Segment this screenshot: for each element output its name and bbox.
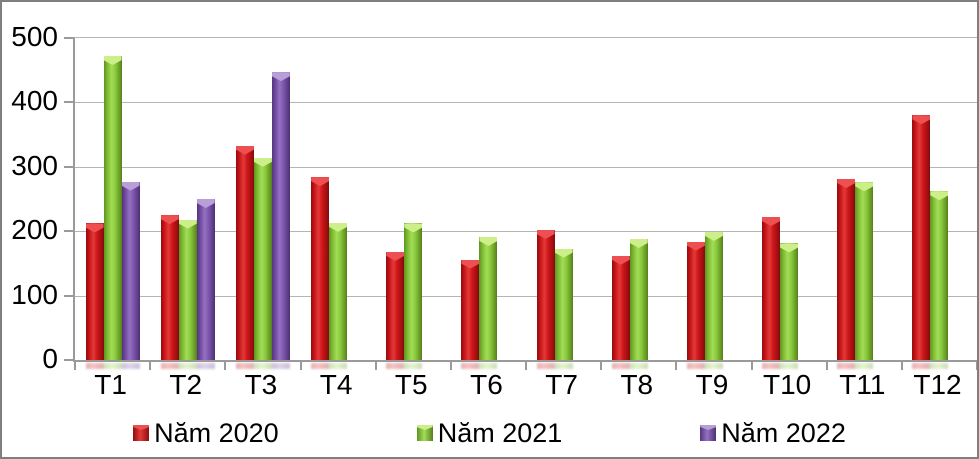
bar: [762, 217, 781, 360]
x-axis-tick: [675, 362, 678, 370]
x-axis-tick: [74, 362, 76, 370]
bar: [554, 248, 573, 360]
x-axis-label: T6: [470, 369, 503, 400]
x-axis-label: T10: [763, 369, 812, 400]
x-axis-label: T5: [394, 369, 428, 400]
bar: [404, 223, 423, 360]
x-axis-tick: [224, 362, 227, 370]
gridline: [75, 231, 977, 233]
bar: [837, 179, 856, 360]
y-axis-label: 400: [11, 85, 58, 117]
x-axis-label: T8: [620, 369, 654, 400]
x-axis-labels: T1 T2 T3 T4 T5 T6 T7 T8 T9 T10 T11 T12: [73, 368, 975, 402]
x-axis-tick: [525, 362, 527, 370]
bar: [271, 72, 290, 360]
legend-marker-icon: [700, 425, 717, 441]
x-axis-label: T1: [94, 369, 127, 400]
y-axis-label: 500: [11, 21, 58, 52]
legend: Năm 2020 Năm 2021 Năm 2022: [2, 413, 977, 453]
bar: [704, 231, 723, 360]
category-slot: [526, 38, 601, 360]
y-axis-label: 0: [42, 343, 58, 374]
bar: [930, 191, 949, 360]
bar: [386, 251, 405, 360]
x-axis-label: T9: [695, 369, 729, 400]
category-slot: [601, 38, 676, 360]
x-axis-tick: [149, 362, 152, 370]
bar: [85, 223, 104, 360]
x-axis-label: T4: [319, 369, 353, 400]
y-axis-tick: [64, 165, 73, 168]
bar: [629, 238, 648, 360]
x-axis-tick: [374, 362, 377, 370]
bar: [912, 115, 931, 360]
category-slot: [676, 38, 751, 360]
bar: [235, 145, 254, 360]
category-slot: [902, 38, 977, 360]
x-axis-label: T12: [913, 369, 962, 400]
x-axis-label: T3: [244, 369, 278, 400]
legend-marker-icon: [133, 425, 150, 441]
bar: [311, 177, 330, 360]
bar: [780, 243, 799, 360]
category-slot: [225, 38, 300, 360]
plot-area: [64, 37, 977, 370]
y-axis-tick: [64, 37, 73, 39]
bar: [536, 229, 555, 360]
category-slot: [150, 38, 225, 360]
bar: [461, 259, 480, 360]
category-slot: [752, 38, 827, 360]
x-axis-label: T2: [169, 369, 203, 400]
bar: [103, 56, 122, 360]
bar: [855, 182, 874, 360]
x-axis-tick: [449, 362, 452, 370]
bar: [178, 219, 197, 360]
x-axis-label: T11: [839, 369, 886, 400]
x-axis-tick: [600, 362, 603, 370]
bar: [686, 241, 705, 360]
x-axis-tick: [825, 362, 828, 370]
y-axis-tick: [64, 294, 73, 297]
legend-item: Năm 2022: [700, 417, 846, 448]
bar: [329, 222, 348, 360]
y-axis-label: 100: [11, 278, 58, 310]
y-axis-tick: [64, 101, 73, 104]
x-axis-tick: [750, 362, 753, 370]
legend-item: Năm 2021: [416, 417, 563, 448]
category-slot: [376, 38, 451, 360]
y-axis-tick: [64, 230, 73, 233]
x-axis-tick: [299, 362, 302, 370]
bar: [196, 199, 215, 360]
x-axis-label: T7: [545, 369, 578, 400]
bar: [479, 237, 498, 360]
bar: [160, 215, 179, 360]
bar: [253, 157, 272, 360]
category-slot: [75, 38, 150, 360]
y-axis-tick: [64, 359, 73, 361]
legend-label: Năm 2021: [437, 417, 563, 448]
y-axis-label: 200: [11, 214, 58, 246]
x-axis-tick: [900, 362, 903, 370]
category-slot: [827, 38, 902, 360]
legend-label: Năm 2020: [154, 417, 279, 448]
gridline: [75, 102, 977, 104]
category-slot: [301, 38, 376, 360]
bar: [611, 255, 630, 360]
category-slot: [451, 38, 526, 360]
gridline: [75, 295, 977, 297]
legend-marker-icon: [416, 425, 433, 441]
bar: [121, 181, 140, 360]
gridline: [75, 166, 977, 168]
legend-item: Năm 2020: [133, 417, 279, 448]
x-axis-tick: [976, 362, 977, 370]
legend-label: Năm 2022: [721, 417, 846, 448]
y-axis-label: 300: [11, 149, 58, 181]
